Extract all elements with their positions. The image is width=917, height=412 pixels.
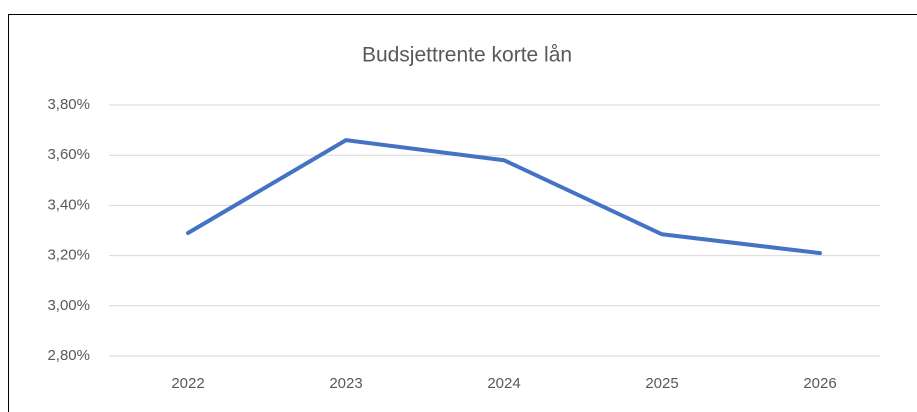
y-tick-label: 3,40%	[47, 196, 90, 213]
y-tick-label: 3,00%	[47, 297, 90, 314]
x-tick-label: 2022	[171, 375, 204, 392]
x-tick-label: 2023	[329, 375, 362, 392]
y-tick-label: 2,80%	[47, 347, 90, 364]
x-tick-label: 2024	[487, 375, 520, 392]
x-tick-label: 2026	[803, 375, 836, 392]
y-tick-label: 3,20%	[47, 247, 90, 264]
x-tick-label: 2025	[645, 375, 678, 392]
chart-border	[8, 14, 917, 412]
y-tick-label: 3,60%	[47, 146, 90, 163]
y-tick-label: 3,80%	[47, 96, 90, 113]
chart-title: Budsjettrente korte lån	[362, 44, 572, 67]
data-line	[186, 138, 822, 256]
